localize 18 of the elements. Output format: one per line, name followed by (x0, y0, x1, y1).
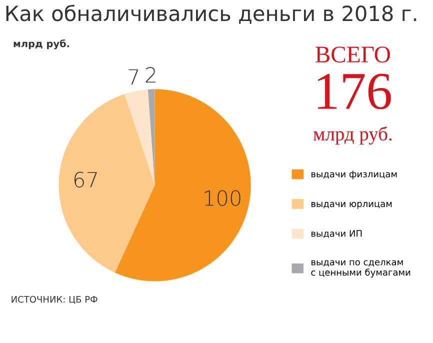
text: 176 (318, 74, 391, 110)
legend-label: выдачи физлицам (312, 170, 397, 180)
pie-slice (148, 89, 155, 186)
pie-slice (114, 89, 251, 282)
legend-label: выдачи ИП (312, 230, 362, 238)
legend-label: выдачи юрлицам (312, 202, 392, 209)
chart-title: Как обналичивались деньги в 2018 г. (6, 4, 416, 24)
text: ИСТОЧНИК: ЦБ РФ (12, 296, 98, 304)
pie-slice (58, 94, 155, 273)
pie-slice (124, 89, 155, 186)
data-label: 7 (128, 69, 138, 85)
data-label: 2 (146, 67, 156, 83)
chart-subtitle: млрд руб. (14, 39, 70, 50)
text: млрд руб. (313, 126, 392, 145)
data-label: 100 (204, 190, 240, 206)
text: ВСЕГО (316, 46, 390, 63)
data-label: 67 (74, 172, 97, 188)
legend-label: выдачи по сделкам с ценными бумагами (311, 260, 410, 278)
